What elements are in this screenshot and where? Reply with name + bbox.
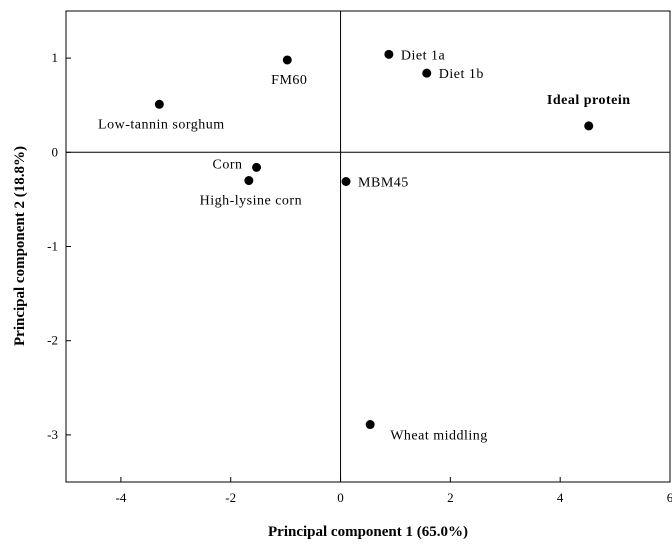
x-tick-label: 6: [667, 490, 672, 505]
x-tick-label: 0: [337, 490, 344, 505]
data-point: [252, 162, 262, 172]
y-tick-label: -1: [47, 239, 58, 254]
y-tick-label: -2: [47, 333, 58, 348]
data-label: Ideal protein: [547, 93, 631, 108]
data-label: FM60: [271, 73, 307, 88]
data-point: [282, 55, 292, 65]
data-label: Corn: [213, 157, 243, 172]
y-tick-label: 0: [52, 144, 59, 159]
data-label: Low-tannin sorghum: [98, 117, 225, 132]
plot-area-frame: [65, 10, 671, 483]
data-point: [384, 49, 394, 59]
data-label: High-lysine corn: [200, 194, 302, 209]
x-tick-label: 4: [557, 490, 564, 505]
data-label: Wheat middling: [390, 429, 488, 444]
data-point: [244, 176, 254, 186]
x-tick-label: 2: [447, 490, 454, 505]
reference-lines: [66, 11, 670, 482]
data-label: MBM45: [358, 176, 409, 191]
data-point: [422, 68, 432, 78]
data-point: [154, 99, 164, 109]
x-axis-ticks: -4 -2 0 2 4 6: [115, 477, 672, 505]
y-axis-title: Principal component 2 (18.8%): [12, 146, 28, 346]
y-axis-ticks: 1 0 -1 -2 -3: [47, 50, 71, 442]
data-point: [365, 420, 375, 430]
x-axis-title: Principal component 1 (65.0%): [268, 524, 468, 540]
data-label: Diet 1a: [401, 48, 446, 63]
x-tick-label: -2: [225, 490, 236, 505]
data-point: [584, 121, 594, 131]
data-points: Diet 1a Diet 1b FM60 Low-tannin sorghum Idea…: [98, 48, 630, 443]
data-point: [341, 177, 351, 187]
data-label: Diet 1b: [439, 67, 484, 82]
x-tick-label: -4: [115, 490, 126, 505]
y-tick-label: 1: [52, 50, 59, 65]
y-tick-label: -3: [47, 427, 58, 442]
